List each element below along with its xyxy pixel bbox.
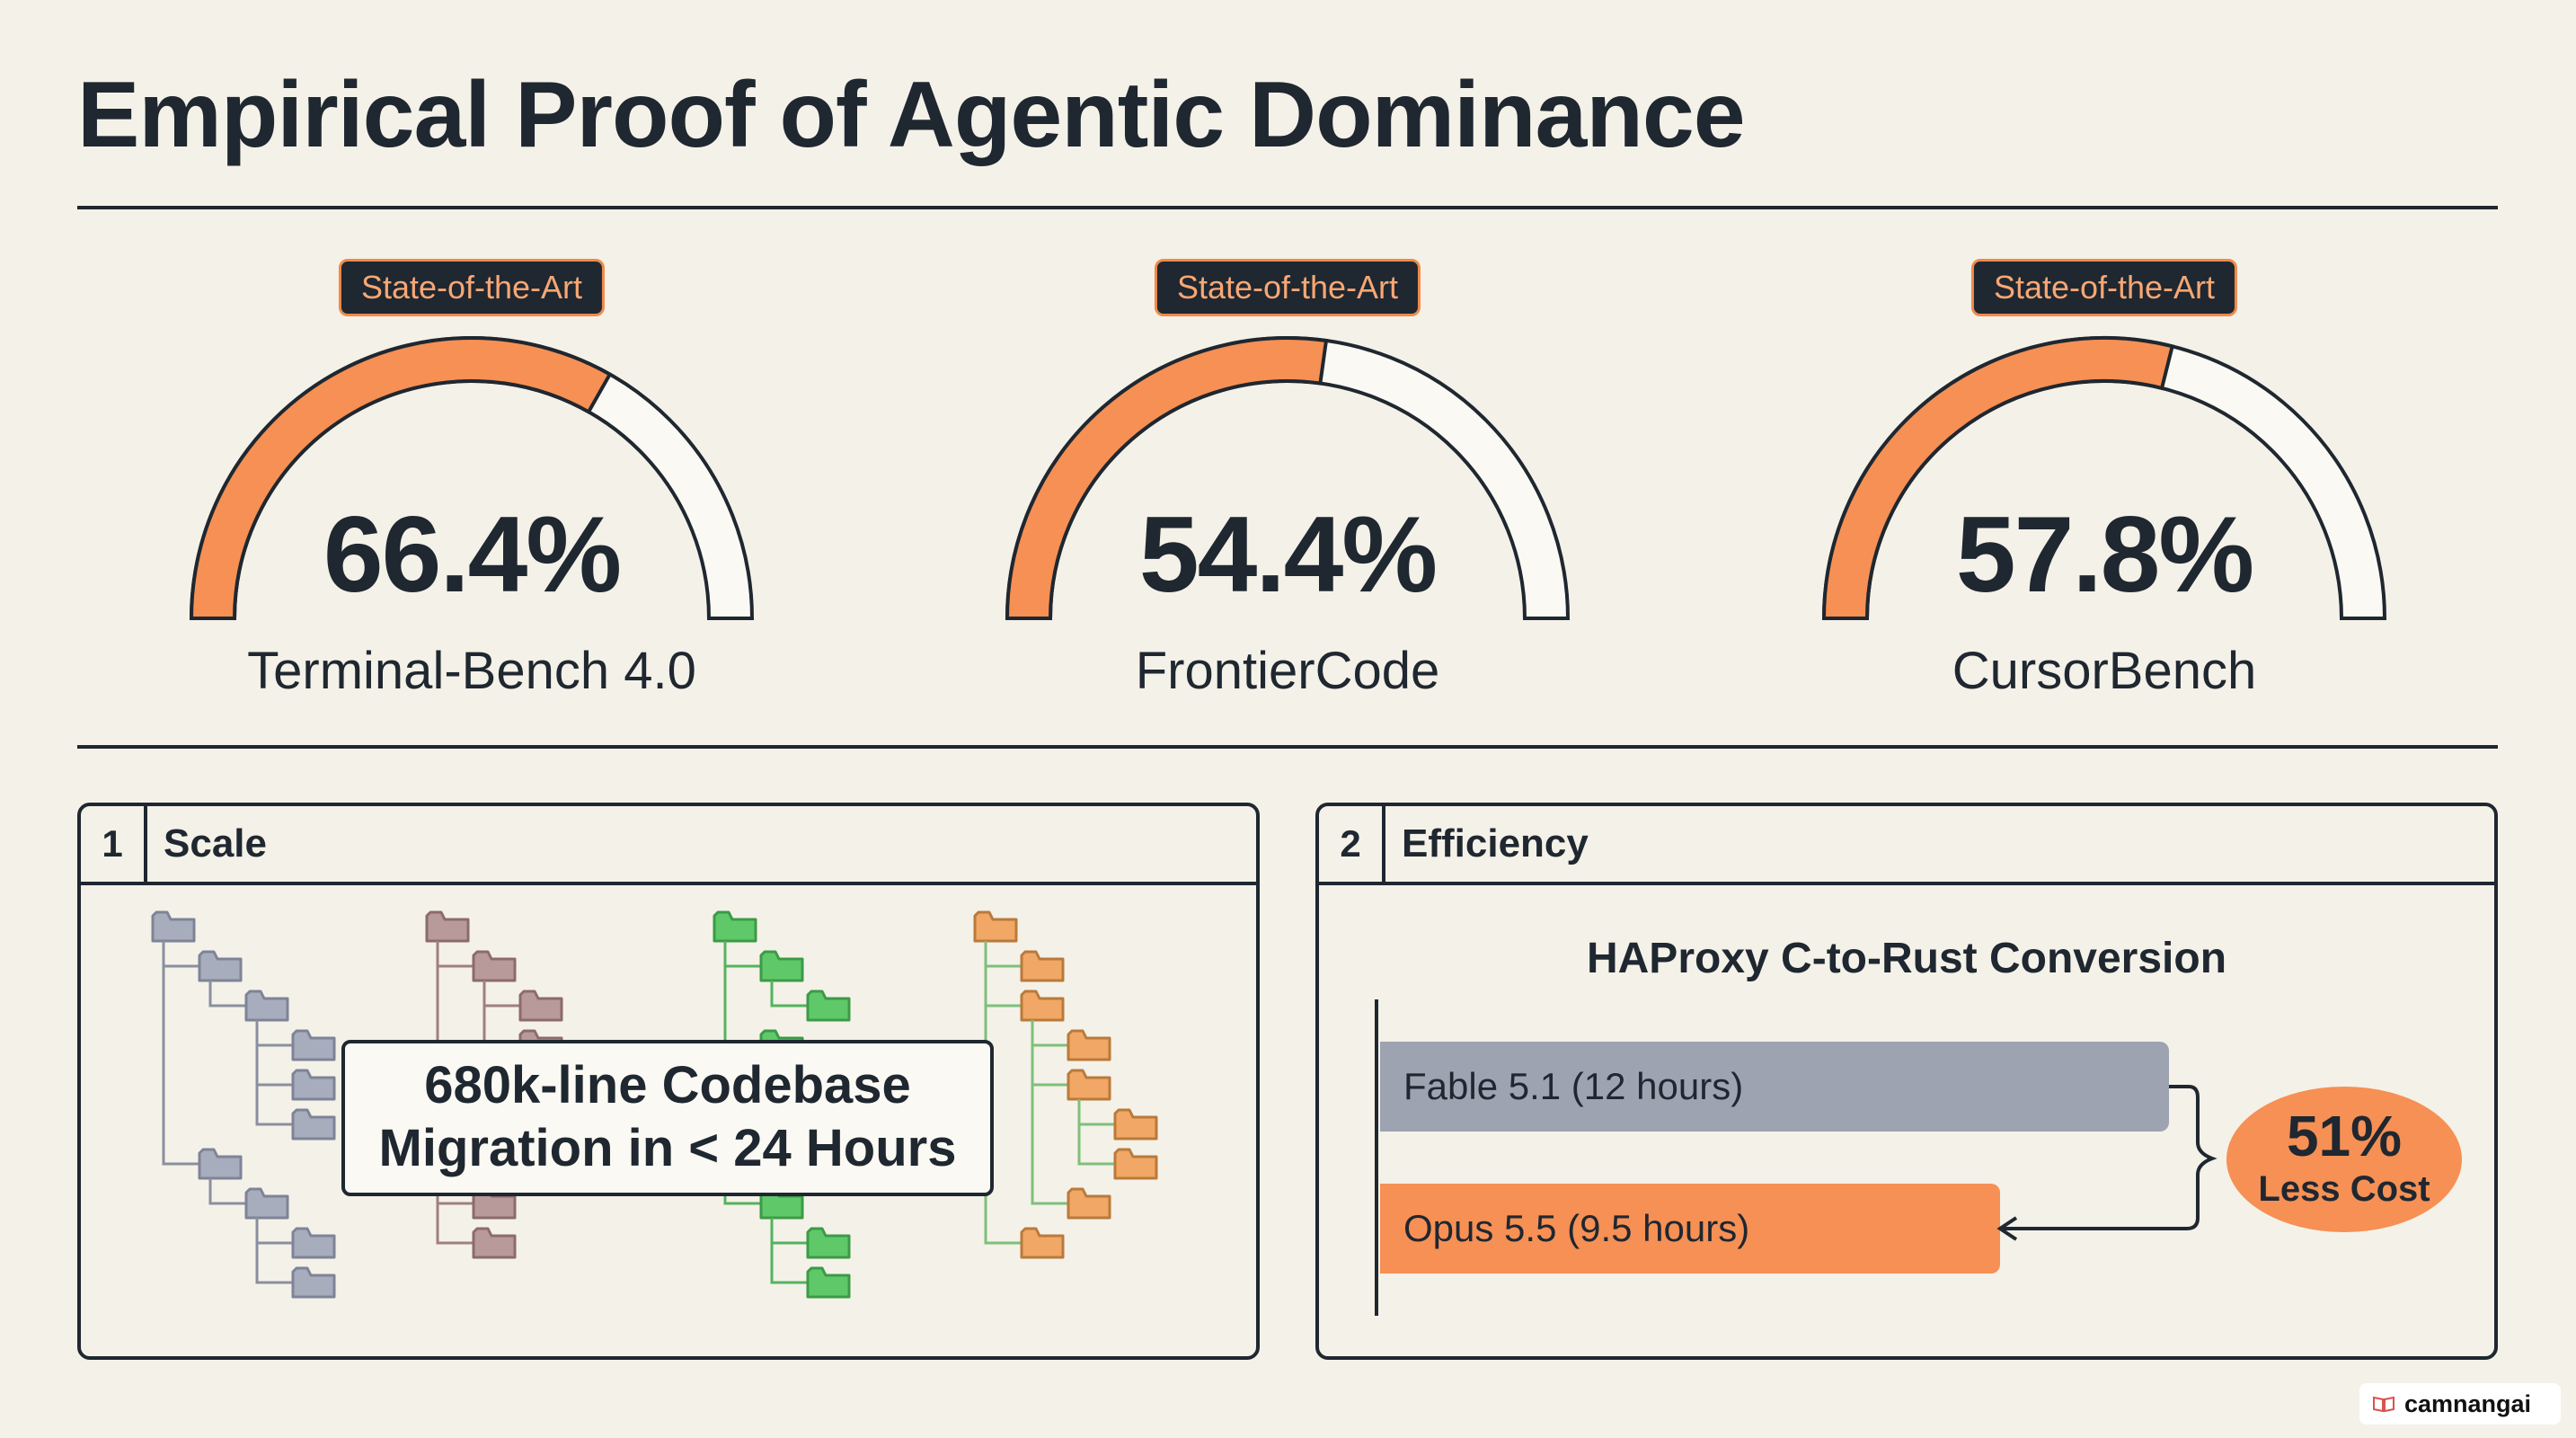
panel-title: Efficiency [1402, 821, 1589, 865]
panel-number: 1 [81, 806, 147, 882]
tree-connector [482, 981, 520, 1047]
tree-connector [770, 1218, 808, 1284]
tree-connector [723, 941, 761, 1205]
folder-icon [759, 950, 804, 982]
scale-headline: 680k-line Codebase Migration in < 24 Hou… [341, 1040, 994, 1196]
folder-icon [806, 990, 851, 1022]
gauge-label: CursorBench [1952, 642, 2257, 700]
folder-icon [291, 1029, 336, 1061]
watermark: camnangai [2359, 1383, 2561, 1425]
sota-badge: State-of-the-Art [1970, 259, 2238, 316]
gauge-fill [1005, 336, 1329, 620]
book-icon [2373, 1396, 2395, 1413]
panel-header: 1 Scale [81, 806, 1256, 885]
folder-icon [151, 910, 196, 943]
tree-connector [255, 1020, 293, 1087]
tree-connector [255, 1218, 293, 1245]
scale-headline-line1: 680k-line Codebase [424, 1056, 911, 1114]
gauge-value: 54.4% [1138, 494, 1438, 615]
folder-icon [713, 910, 757, 943]
panel-title: Scale [164, 821, 267, 865]
folder-icon [291, 1266, 336, 1299]
gauge-label: Terminal-Bench 4.0 [247, 642, 696, 700]
folder-icon [1020, 1227, 1065, 1259]
section-divider [77, 745, 2498, 749]
gauge-arc [1005, 336, 1571, 620]
panel-number: 2 [1319, 806, 1385, 882]
folder-icon [1067, 1187, 1111, 1220]
scale-panel: 1 Scale 680k-line Codebase Migration in … [77, 803, 1260, 1360]
savings-badge: 51% Less Cost [2226, 1087, 2462, 1232]
folder-icon [244, 1187, 289, 1220]
title-divider [77, 206, 2498, 209]
watermark-text: camnangai [2404, 1390, 2532, 1417]
folder-icon [1020, 990, 1065, 1022]
tree-connector [723, 941, 761, 1047]
folder-icon [472, 1227, 517, 1259]
tree-connector [436, 941, 474, 968]
folder-icon [291, 1227, 336, 1259]
folder-icon [198, 950, 243, 982]
tree-connector [162, 941, 199, 968]
page-title: Empirical Proof of Agentic Dominance [77, 63, 1746, 167]
gauge-frontiercode: State-of-the-Art 54.4% FrontierCode [964, 259, 1611, 726]
tree-connector [208, 981, 246, 1007]
gauge-cursorbench: State-of-the-Art 57.8% CursorBench [1781, 259, 2428, 726]
folder-icon [1020, 950, 1065, 982]
folder-icon [472, 950, 517, 982]
sota-badge: State-of-the-Art [338, 259, 606, 316]
tree-connector [1031, 1020, 1068, 1047]
bar-fable: Fable 5.1 (12 hours) [1380, 1042, 2169, 1132]
folder-icon [806, 1227, 851, 1259]
folder-icon [244, 990, 289, 1022]
tree-connector [770, 981, 808, 1007]
gauge-terminal-bench: State-of-the-Art 66.4% Terminal-Bench 4.… [148, 259, 795, 726]
tree-connector [255, 1218, 293, 1284]
tree-connector [208, 1178, 246, 1205]
tree-connector [255, 1020, 293, 1126]
tree-connector [255, 1020, 293, 1047]
folder-icon [1113, 1108, 1158, 1141]
scale-headline-line2: Migration in < 24 Hours [378, 1119, 957, 1177]
panel-header: 2 Efficiency [1319, 806, 2494, 885]
tree-connector [723, 941, 761, 968]
folder-icon [1067, 1069, 1111, 1101]
folder-icon [198, 1148, 243, 1180]
savings-percent: 51% [2286, 1104, 2403, 1168]
folder-icon [425, 910, 470, 943]
sota-badge: State-of-the-Art [1154, 259, 1421, 316]
tree-connector [984, 941, 1022, 1007]
tree-connector [162, 941, 199, 1166]
tree-connector [770, 1218, 808, 1245]
savings-label: Less Cost [2258, 1169, 2430, 1209]
gauge-arc [1821, 336, 2387, 620]
gauge-value: 66.4% [323, 494, 622, 615]
tree-connector [482, 981, 520, 1007]
tree-connector [984, 941, 1022, 968]
tree-connector [1031, 1020, 1068, 1087]
folder-icon [806, 1266, 851, 1299]
tree-connector [1031, 1020, 1068, 1205]
gauge-fill [189, 336, 613, 620]
chart-axis [1375, 999, 1378, 1316]
bar-opus: Opus 5.5 (9.5 hours) [1380, 1184, 2000, 1274]
gauge-arc [189, 336, 755, 620]
tree-connector [1077, 1099, 1115, 1166]
folder-icon [1113, 1148, 1158, 1180]
gauge-value: 57.8% [1955, 494, 2254, 615]
tree-connector [1077, 1099, 1115, 1126]
efficiency-panel: 2 Efficiency HAProxy C-to-Rust Conversio… [1315, 803, 2498, 1360]
folder-icon [291, 1069, 336, 1101]
folder-icon [518, 990, 563, 1022]
conversion-chart-title: HAProxy C-to-Rust Conversion [1586, 935, 2227, 982]
gauge-label: FrontierCode [1135, 642, 1440, 700]
folder-icon [1067, 1029, 1111, 1061]
folder-icon [973, 910, 1018, 943]
folder-icon [291, 1108, 336, 1141]
gauge-fill [1821, 336, 2175, 620]
